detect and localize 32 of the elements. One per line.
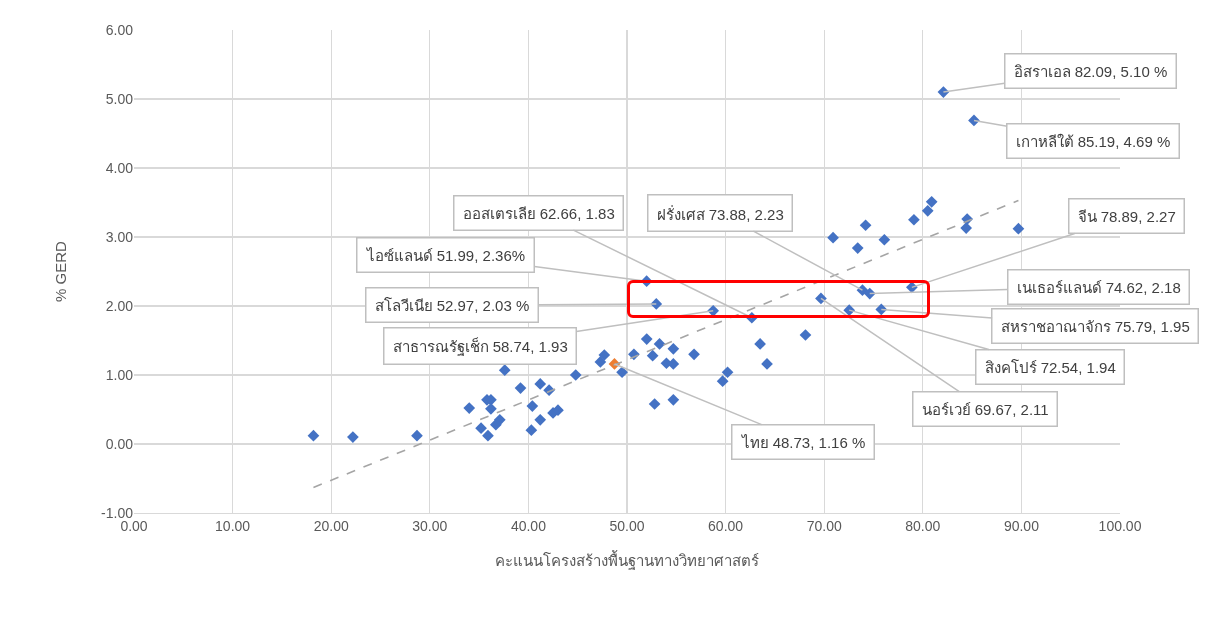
annotation: ไทย 48.73, 1.16 % (740, 433, 866, 451)
y-tick-label: 6.00 (105, 21, 134, 38)
y-tick-label: 2.00 (105, 297, 134, 314)
annotation: ออสเตรเลีย 62.66, 1.83 (462, 204, 615, 222)
x-tick-label: 20.00 (313, 517, 349, 534)
y-tick-label: 1.00 (105, 366, 134, 383)
annotation: อิสราเอล 82.09, 5.10 % (1013, 62, 1168, 80)
x-tick-label: 70.00 (806, 517, 842, 534)
annotation: จีน 78.89, 2.27 (1077, 207, 1176, 225)
y-tick-label: 0.00 (105, 435, 134, 452)
annotation: สโลวีเนีย 52.97, 2.03 % (374, 296, 530, 314)
y-tick-label: 3.00 (105, 228, 134, 245)
x-tick-label: 90.00 (1003, 517, 1040, 534)
annotation: ไอซ์แลนด์ 51.99, 2.36% (365, 246, 526, 264)
x-tick-label: 30.00 (412, 517, 448, 534)
annotation: นอร์เวย์ 69.67, 2.11 (921, 400, 1049, 418)
x-tick-label: 50.00 (609, 517, 645, 534)
annotation: ฝรั่งเศส 73.88, 2.23 (656, 203, 784, 223)
x-tick-label: 60.00 (708, 517, 744, 534)
annotation: สาธารณรัฐเช็ก 58.74, 1.93 (392, 336, 568, 356)
annotation: เนเธอร์แลนด์ 74.62, 2.18 (1016, 278, 1181, 296)
x-tick-label: 40.00 (510, 517, 547, 534)
y-tick-label: 5.00 (105, 90, 134, 107)
x-tick-label: 80.00 (905, 517, 941, 534)
x-tick-label: 100.00 (1098, 517, 1142, 534)
x-axis-title: คะแนนโครงสร้างพื้นฐานทางวิทยาศาสตร์ (495, 549, 759, 570)
y-axis-title: % GERD (52, 240, 70, 302)
y-tick-label: 4.00 (105, 159, 134, 176)
x-tick-label: 10.00 (215, 517, 251, 534)
annotation: เกาหลีใต้ 85.19, 4.69 % (1015, 132, 1171, 150)
annotation: สิงคโปร์ 72.54, 1.94 (984, 358, 1116, 376)
annotation: สหราชอาณาจักร 75.79, 1.95 (1000, 317, 1190, 335)
